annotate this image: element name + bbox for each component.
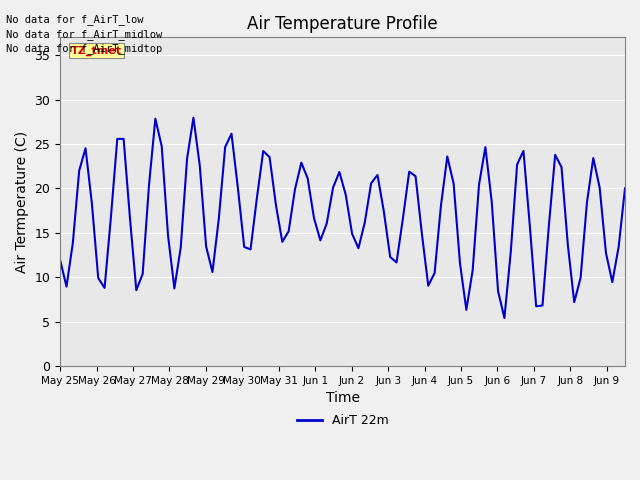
Text: TZ_tmet: TZ_tmet bbox=[71, 45, 122, 56]
Y-axis label: Air Termperature (C): Air Termperature (C) bbox=[15, 131, 29, 273]
Text: No data for f_AirT_low: No data for f_AirT_low bbox=[6, 14, 144, 25]
X-axis label: Time: Time bbox=[326, 391, 360, 405]
Text: No data for f_AirT_midtop: No data for f_AirT_midtop bbox=[6, 43, 163, 54]
Text: No data for f_AirT_midlow: No data for f_AirT_midlow bbox=[6, 29, 163, 40]
Legend: AirT 22m: AirT 22m bbox=[292, 409, 394, 432]
Title: Air Temperature Profile: Air Temperature Profile bbox=[247, 15, 438, 33]
